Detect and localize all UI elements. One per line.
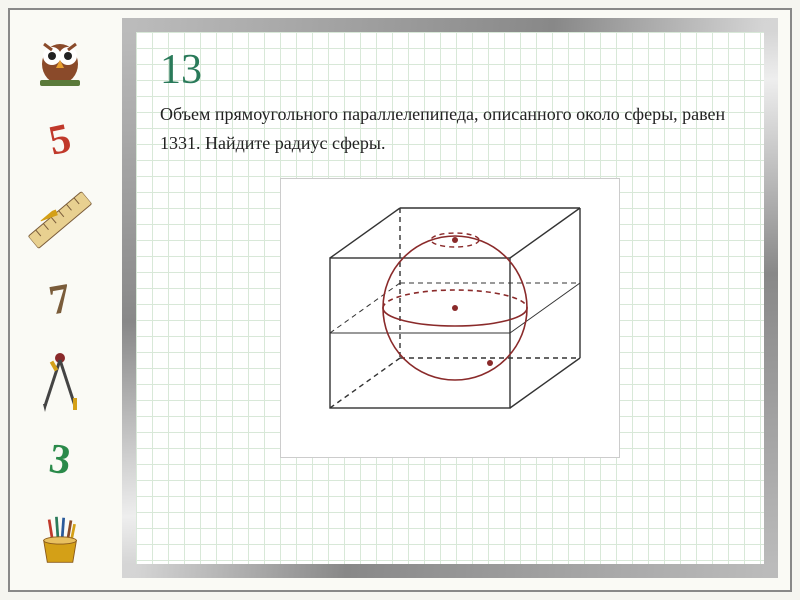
slide-frame: 5 7 xyxy=(8,8,792,592)
sidebar: 5 7 xyxy=(10,10,110,590)
compass-icon xyxy=(20,340,100,420)
problem-text: Объем прямоугольного параллелепипеда, оп… xyxy=(160,100,740,158)
digit-7-glyph: 7 xyxy=(45,275,74,326)
main-panel: 13 Объем прямоугольного параллелепипеда,… xyxy=(122,18,778,578)
digit-3-icon: 3 xyxy=(15,415,105,505)
problem-number: 13 xyxy=(160,46,740,94)
owl-icon xyxy=(20,20,100,100)
digit-5-glyph: 5 xyxy=(45,114,76,165)
content-area: 13 Объем прямоугольного параллелепипеда,… xyxy=(136,32,764,564)
digit-3-glyph: 3 xyxy=(46,435,73,485)
cube-sphere-figure xyxy=(280,178,620,458)
pencil-cup-icon xyxy=(20,500,100,580)
digit-7-icon: 7 xyxy=(14,254,107,347)
